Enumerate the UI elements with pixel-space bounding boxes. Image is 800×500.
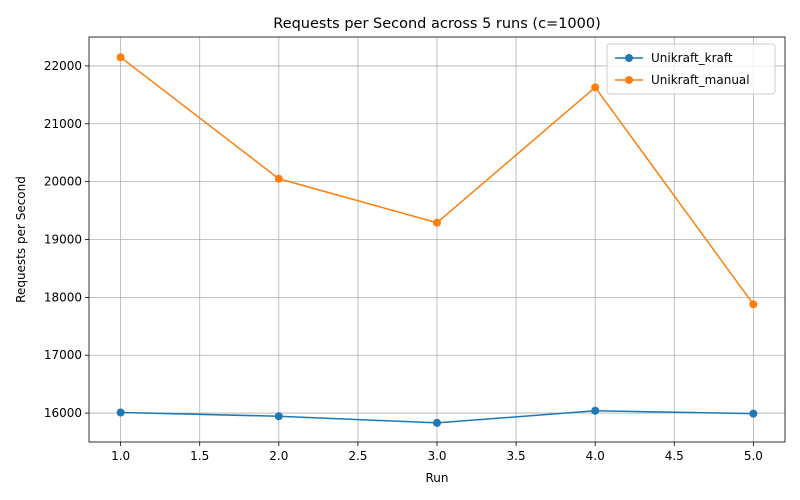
chart-title: Requests per Second across 5 runs (c=100… [273, 16, 601, 32]
grid-lines [89, 37, 785, 442]
y-tick-label: 19000 [44, 233, 82, 247]
data-point [274, 412, 283, 421]
y-axis-label: Requests per Second [14, 176, 28, 303]
y-tick-label: 16000 [44, 406, 82, 420]
x-tick-label: 4.5 [665, 449, 684, 463]
data-point [749, 409, 758, 418]
data-series [116, 53, 758, 427]
x-tick-label: 1.5 [190, 449, 209, 463]
y-tick-label: 21000 [44, 117, 82, 131]
x-tick-label: 3.5 [507, 449, 526, 463]
data-point [116, 408, 125, 417]
data-point [433, 218, 441, 227]
legend-marker [625, 76, 633, 84]
legend-marker [625, 54, 633, 62]
legend-label: Unikraft_manual [651, 73, 750, 87]
legend-item: Unikraft_kraft [615, 51, 733, 65]
data-point [274, 174, 283, 183]
data-point [591, 406, 600, 415]
y-tick-label: 22000 [44, 59, 82, 73]
legend-item: Unikraft_manual [615, 73, 750, 87]
series-Unikraft_kraft [116, 406, 758, 427]
legend-label: Unikraft_kraft [651, 51, 733, 65]
x-tick-label: 3.0 [427, 449, 446, 463]
x-tick-label: 1.0 [111, 449, 130, 463]
plot-area-frame [88, 36, 786, 443]
x-tick-label: 5.0 [744, 449, 763, 463]
data-point [749, 300, 758, 309]
y-tick-label: 17000 [44, 348, 82, 362]
x-axis-label: Run [425, 471, 448, 485]
y-tick-label: 18000 [44, 290, 82, 304]
data-point [433, 418, 441, 427]
series-Unikraft_manual [116, 53, 758, 309]
axis-ticks: 1.0 1.5 2.0 2.5 3.0 3.5 4.0 4.5 5.0 16000 17000 180… [44, 59, 763, 463]
x-tick-label: 2.0 [269, 449, 288, 463]
y-tick-label: 20000 [44, 175, 82, 189]
data-point [591, 83, 600, 92]
x-tick-label: 2.5 [348, 449, 367, 463]
x-tick-label: 4.0 [586, 449, 605, 463]
chart-legend: Unikraft_kraft Unikraft_manual [606, 43, 776, 95]
data-point [116, 53, 125, 62]
legend-box [606, 43, 776, 95]
